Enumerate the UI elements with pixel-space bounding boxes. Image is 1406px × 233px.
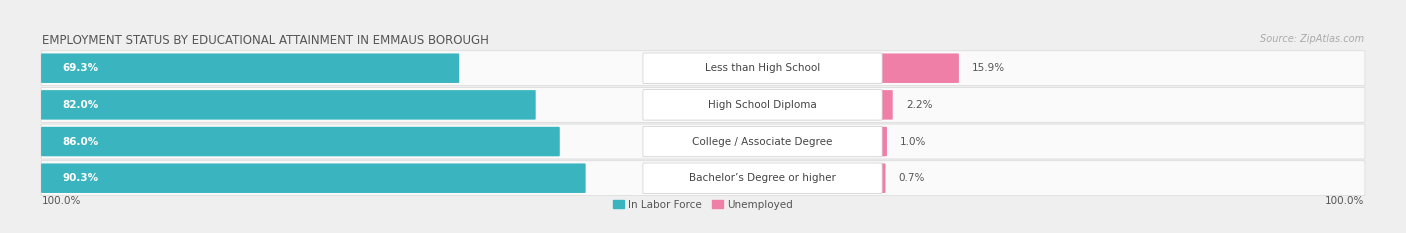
FancyBboxPatch shape [882,127,887,156]
Text: Source: ZipAtlas.com: Source: ZipAtlas.com [1260,34,1364,44]
Text: High School Diploma: High School Diploma [709,100,817,110]
Text: 86.0%: 86.0% [62,137,98,147]
Text: College / Associate Degree: College / Associate Degree [692,137,832,147]
FancyBboxPatch shape [41,127,560,156]
FancyBboxPatch shape [41,51,1365,86]
FancyBboxPatch shape [643,163,882,193]
Text: EMPLOYMENT STATUS BY EDUCATIONAL ATTAINMENT IN EMMAUS BOROUGH: EMPLOYMENT STATUS BY EDUCATIONAL ATTAINM… [42,34,488,47]
Text: 90.3%: 90.3% [62,173,98,183]
Text: 100.0%: 100.0% [42,196,82,206]
FancyBboxPatch shape [41,53,460,83]
FancyBboxPatch shape [882,90,893,120]
Text: 15.9%: 15.9% [972,63,1005,73]
Text: Less than High School: Less than High School [704,63,820,73]
FancyBboxPatch shape [41,87,1365,122]
FancyBboxPatch shape [643,90,882,120]
FancyBboxPatch shape [643,126,882,157]
FancyBboxPatch shape [643,53,882,83]
FancyBboxPatch shape [41,161,1365,196]
FancyBboxPatch shape [41,124,1365,159]
FancyBboxPatch shape [882,164,886,193]
FancyBboxPatch shape [41,164,586,193]
FancyBboxPatch shape [41,90,536,120]
Text: 1.0%: 1.0% [900,137,927,147]
Text: Bachelor’s Degree or higher: Bachelor’s Degree or higher [689,173,837,183]
Text: 100.0%: 100.0% [1324,196,1364,206]
Text: 82.0%: 82.0% [62,100,98,110]
Text: 2.2%: 2.2% [905,100,932,110]
Text: 0.7%: 0.7% [898,173,925,183]
FancyBboxPatch shape [882,53,959,83]
Legend: In Labor Force, Unemployed: In Labor Force, Unemployed [609,196,797,214]
Text: 69.3%: 69.3% [62,63,98,73]
